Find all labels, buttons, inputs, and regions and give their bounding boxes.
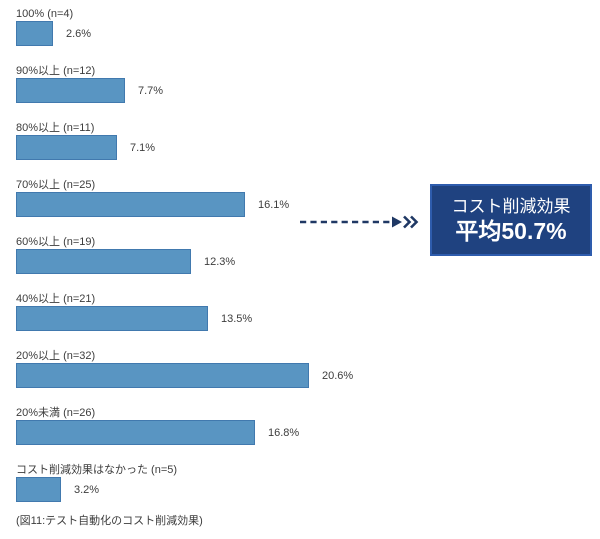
bar-row: 80%以上 (n=11) 7.1% (16, 122, 600, 160)
summary-callout-title: コスト削減効果 (451, 196, 571, 216)
dashed-arrow (298, 213, 423, 231)
bar (16, 420, 255, 445)
summary-callout-average: 平均50.7% (455, 217, 567, 244)
bar-line: 12.3% (16, 249, 600, 274)
bar-category-label: 40%以上 (n=21) (16, 293, 96, 305)
figure-caption: (図11:テスト自動化のコスト削減効果) (16, 515, 203, 527)
bar-row: コスト削減効果はなかった (n=5) 3.2% (16, 464, 600, 502)
bar (16, 21, 53, 46)
bar-row: 60%以上 (n=19) 12.3% (16, 236, 600, 274)
bar-line: 13.5% (16, 306, 600, 331)
bar-category-label: 100% (n=4) (16, 8, 74, 20)
bar-line: 7.1% (16, 135, 600, 160)
bar-category-label: 80%以上 (n=11) (16, 122, 95, 134)
bar-category-label: 60%以上 (n=19) (16, 236, 96, 248)
bar-line: 20.6% (16, 363, 600, 388)
bar-category-label: 70%以上 (n=25) (16, 179, 96, 191)
bar (16, 135, 117, 160)
bar-row: 40%以上 (n=21) 13.5% (16, 293, 600, 331)
bar-value-label: 7.1% (130, 141, 156, 154)
bar-category-label: 90%以上 (n=12) (16, 65, 96, 77)
bar-value-label: 7.7% (138, 84, 164, 97)
bar-value-label: 16.8% (268, 426, 300, 439)
bar (16, 306, 208, 331)
bar-line: 3.2% (16, 477, 600, 502)
bar-value-label: 2.6% (66, 27, 92, 40)
bar-row: 90%以上 (n=12) 7.7% (16, 65, 600, 103)
bar-category-label: 20%以上 (n=32) (16, 350, 96, 362)
bar-line: 2.6% (16, 21, 600, 46)
bar-value-label: 16.1% (258, 198, 290, 211)
bar-value-label: 20.6% (322, 369, 354, 382)
bar (16, 363, 309, 388)
bar-value-label: 12.3% (204, 255, 236, 268)
bar-line: 16.1% (16, 192, 600, 217)
bar (16, 78, 125, 103)
bar-row: 20%未満 (n=26) 16.8% (16, 407, 600, 445)
dashed-arrow-icon (300, 215, 419, 229)
summary-callout: コスト削減効果 平均50.7% (430, 184, 592, 256)
bar-row: 20%以上 (n=32) 20.6% (16, 350, 600, 388)
bar (16, 249, 191, 274)
bar (16, 477, 61, 502)
bar-row: 100% (n=4) 2.6% (16, 8, 600, 46)
bar-line: 16.8% (16, 420, 600, 445)
bar-row: 70%以上 (n=25) 16.1% (16, 179, 600, 217)
bar (16, 192, 245, 217)
bar-category-label: 20%未満 (n=26) (16, 407, 96, 419)
bar-category-label: コスト削減効果はなかった (n=5) (16, 464, 178, 476)
bar-value-label: 3.2% (74, 483, 100, 496)
bar-value-label: 13.5% (221, 312, 253, 325)
bar-line: 7.7% (16, 78, 600, 103)
